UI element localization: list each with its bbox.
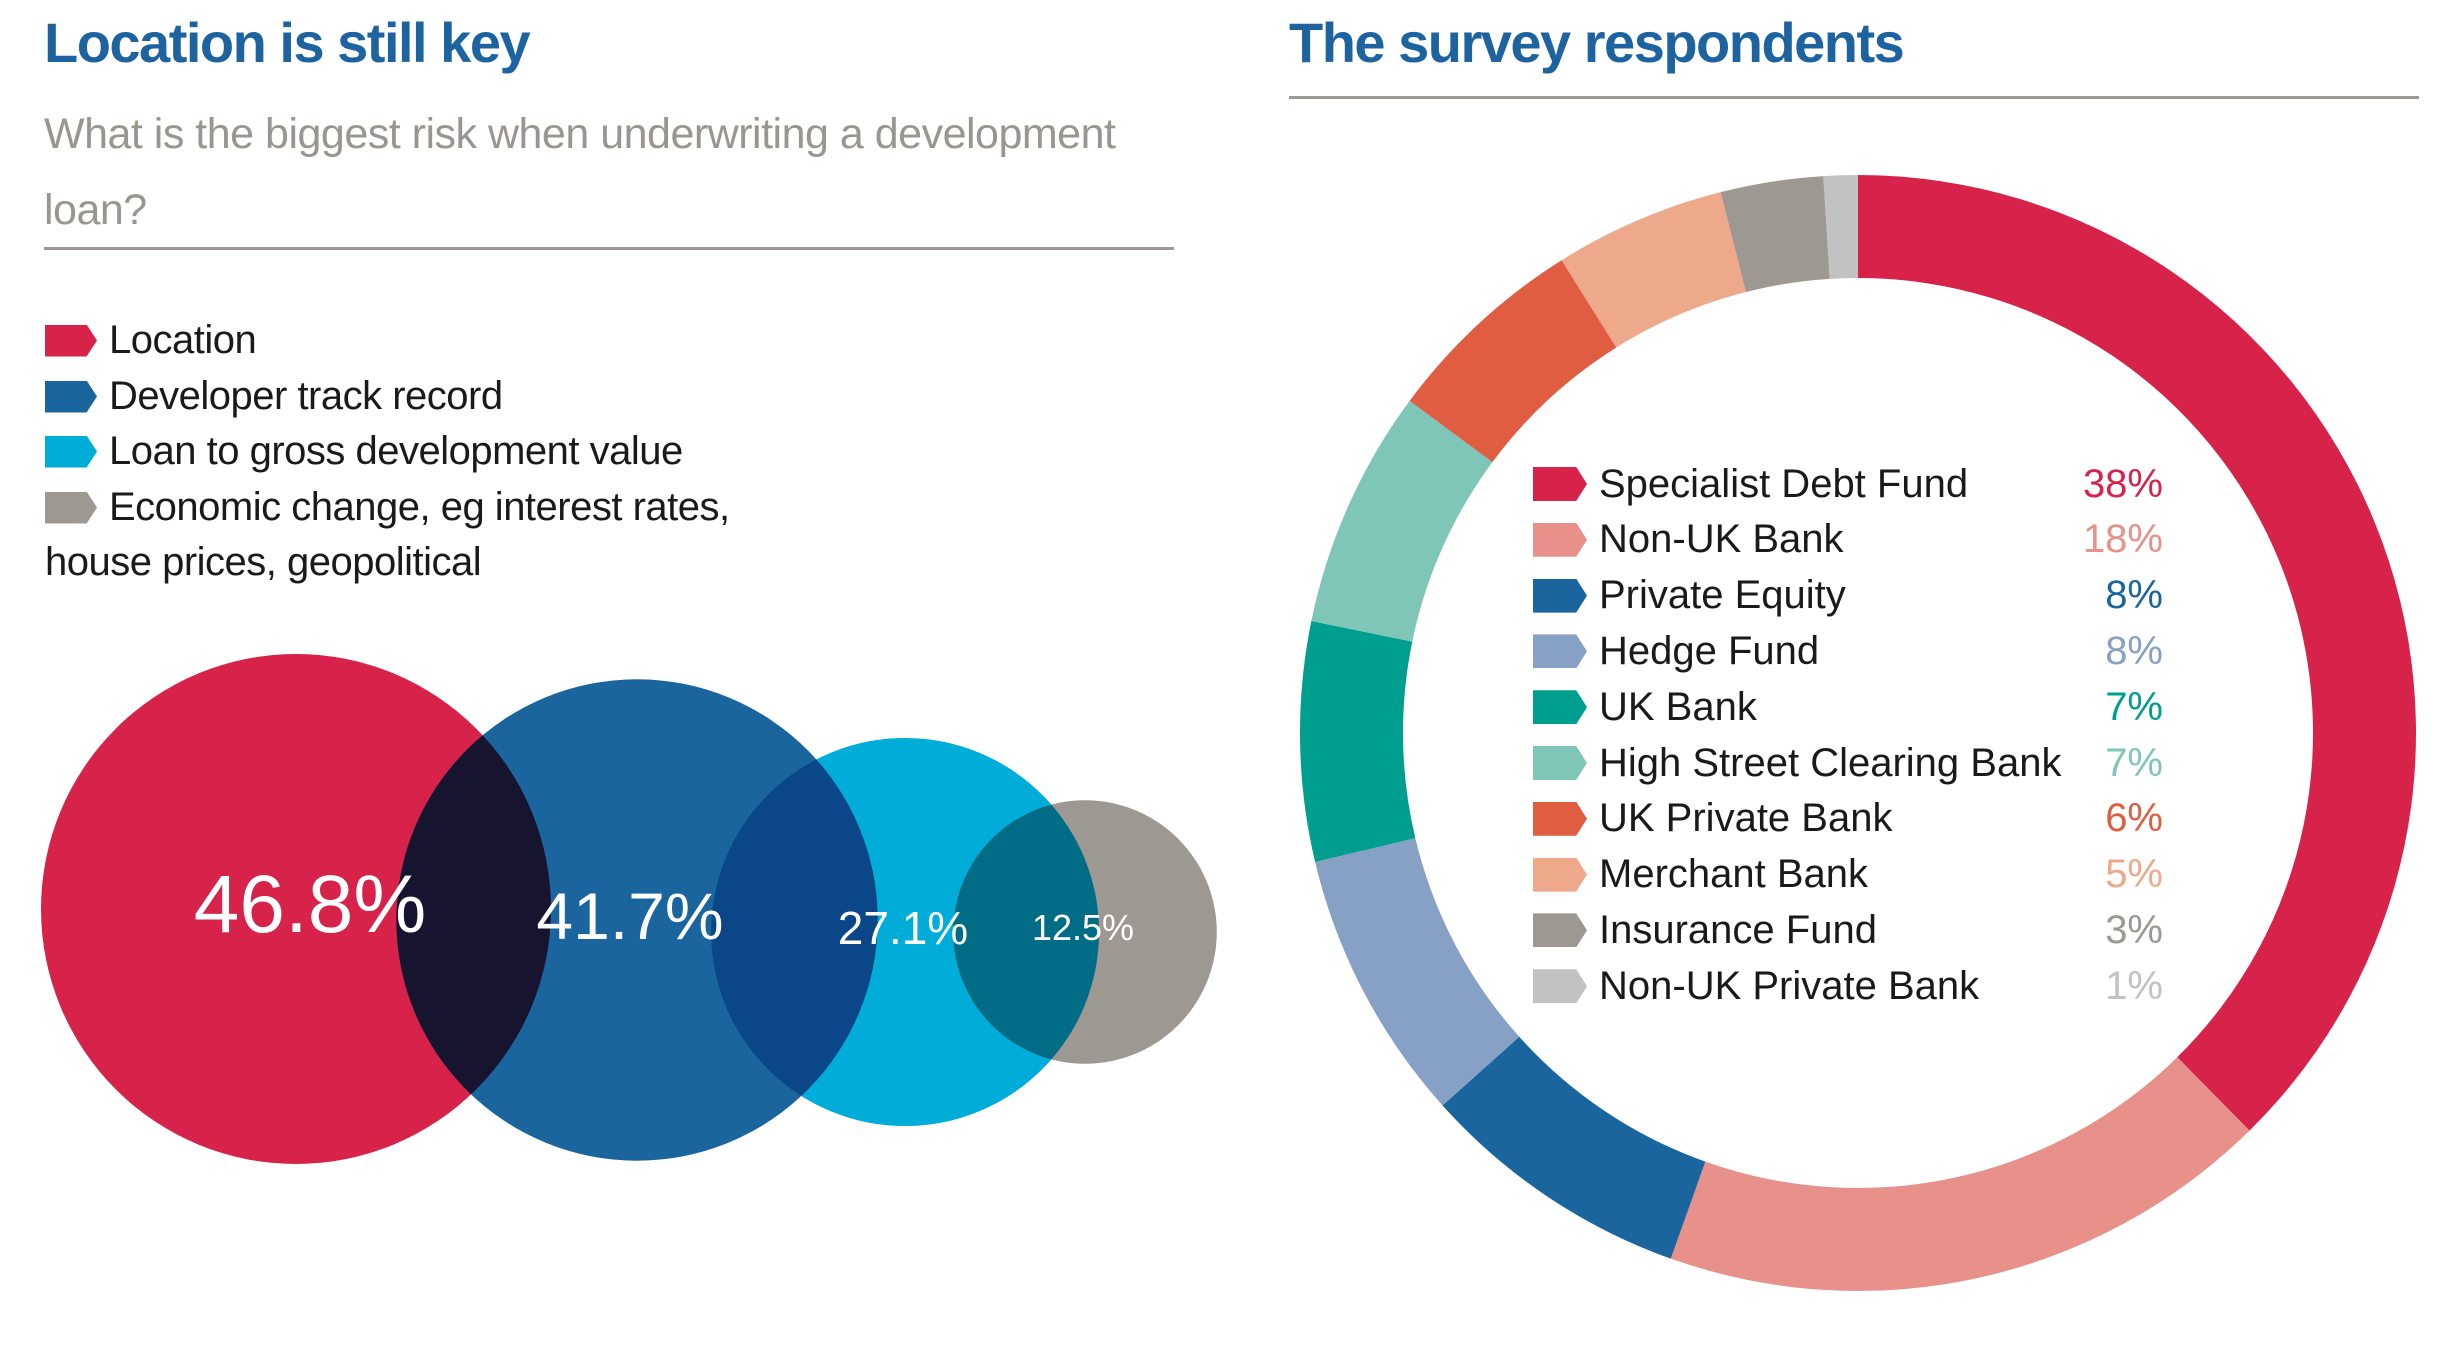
- bubble-overlap-2: [953, 800, 1100, 1064]
- legend-percent: 38%: [2082, 461, 2163, 506]
- legend-item: Location: [45, 318, 257, 363]
- right-title: The survey respondents: [1289, 11, 1905, 74]
- legend-percent: 8%: [2105, 628, 2163, 673]
- legend-swatch-icon: [1533, 690, 1587, 725]
- bubble-value-label: 41.7%: [536, 879, 724, 953]
- legend-swatch-icon: [1533, 969, 1587, 1004]
- left-divider: [44, 247, 1174, 250]
- legend-row: UK Private Bank 6%: [1533, 794, 2163, 844]
- bubble-0: [41, 654, 551, 1164]
- legend-label: UK Private Bank: [1599, 796, 1893, 841]
- donut-slice-non-uk-private-bank: [1823, 175, 1858, 279]
- legend-swatch-icon: [45, 435, 97, 468]
- bubble-value-label: 27.1%: [837, 902, 969, 954]
- donut-slice-uk-private-bank: [1409, 260, 1617, 463]
- legend-item-continuation: house prices, geopolitical: [45, 540, 482, 584]
- donut-slice-non-uk-bank: [1670, 1057, 2250, 1291]
- legend-row: Merchant Bank 5%: [1533, 850, 2163, 900]
- legend-swatch-icon: [1533, 578, 1587, 613]
- donut-slice-hedge-fund: [1315, 838, 1520, 1106]
- legend-item: Economic change, eg interest rates,: [45, 485, 730, 530]
- legend-row: UK Bank 7%: [1533, 682, 2163, 732]
- legend-percent: 7%: [2105, 740, 2163, 785]
- legend-swatch-icon: [1533, 746, 1587, 780]
- legend-label: Private Equity: [1599, 573, 1846, 618]
- legend-label: Insurance Fund: [1599, 907, 1877, 952]
- legend-percent: 8%: [2105, 573, 2163, 618]
- legend-label: UK Bank: [1599, 684, 1757, 729]
- donut-slice-high-street-clearing-bank: [1311, 400, 1493, 642]
- legend-row: Non-UK Bank 18%: [1533, 515, 2163, 565]
- bubble-value-label: 12.5%: [1031, 907, 1135, 948]
- legend-label: Non-UK Bank: [1599, 517, 1844, 562]
- legend-row: Specialist Debt Fund 38%: [1533, 459, 2163, 509]
- legend-swatch-icon: [1533, 467, 1587, 501]
- donut-slice-private-equity: [1442, 1036, 1706, 1259]
- legend-item: Loan to gross development value: [45, 429, 683, 474]
- legend-label: Location: [109, 318, 257, 362]
- left-subtitle: What is the biggest risk when underwriti…: [44, 110, 1116, 234]
- legend-swatch-icon: [45, 380, 97, 413]
- legend-swatch-icon: [1533, 634, 1587, 669]
- legend-label: Non-UK Private Bank: [1599, 963, 1980, 1008]
- legend-swatch-icon: [1533, 857, 1587, 892]
- right-divider: [1289, 96, 2419, 99]
- risk-bubble-chart: [41, 654, 1217, 1164]
- legend-row: Insurance Fund 3%: [1533, 905, 2163, 955]
- legend-row: Hedge Fund 8%: [1533, 626, 2163, 676]
- donut-slice-merchant-bank: [1561, 192, 1746, 348]
- donut-slice-insurance-fund: [1720, 176, 1830, 293]
- legend-row: Non-UK Private Bank 1%: [1533, 961, 2163, 1011]
- bubble-value-label: 46.8%: [193, 859, 427, 950]
- legend-swatch-icon: [1533, 913, 1587, 948]
- legend-swatch-icon: [1533, 801, 1587, 836]
- legend-label: Economic change, eg interest rates,: [109, 485, 730, 529]
- legend-percent: 5%: [2105, 852, 2163, 897]
- donut-slice-uk-bank: [1300, 620, 1416, 862]
- legend-row: Private Equity 8%: [1533, 571, 2163, 621]
- legend-row: High Street Clearing Bank 7%: [1533, 738, 2163, 788]
- legend-percent: 7%: [2105, 684, 2163, 729]
- legend-label: Specialist Debt Fund: [1599, 461, 1969, 506]
- legend-percent: 3%: [2105, 907, 2163, 952]
- legend-label: Merchant Bank: [1599, 852, 1869, 897]
- legend-label: Developer track record: [109, 374, 503, 418]
- bubble-overlap-1: [710, 737, 878, 1127]
- legend-swatch-icon: [45, 491, 97, 524]
- legend-label: High Street Clearing Bank: [1599, 740, 2062, 785]
- legend-item: Developer track record: [45, 374, 503, 419]
- legend-label: Loan to gross development value: [109, 429, 683, 473]
- left-title: Location is still key: [44, 11, 531, 74]
- legend-swatch-icon: [45, 324, 97, 357]
- donut-slice-specialist-debt-fund: [1858, 175, 2416, 1131]
- legend-swatch-icon: [1533, 522, 1587, 557]
- legend-percent: 6%: [2105, 796, 2163, 841]
- legend-label: Hedge Fund: [1599, 628, 1820, 673]
- legend-percent: 1%: [2105, 963, 2163, 1008]
- legend-percent: 18%: [2082, 517, 2163, 562]
